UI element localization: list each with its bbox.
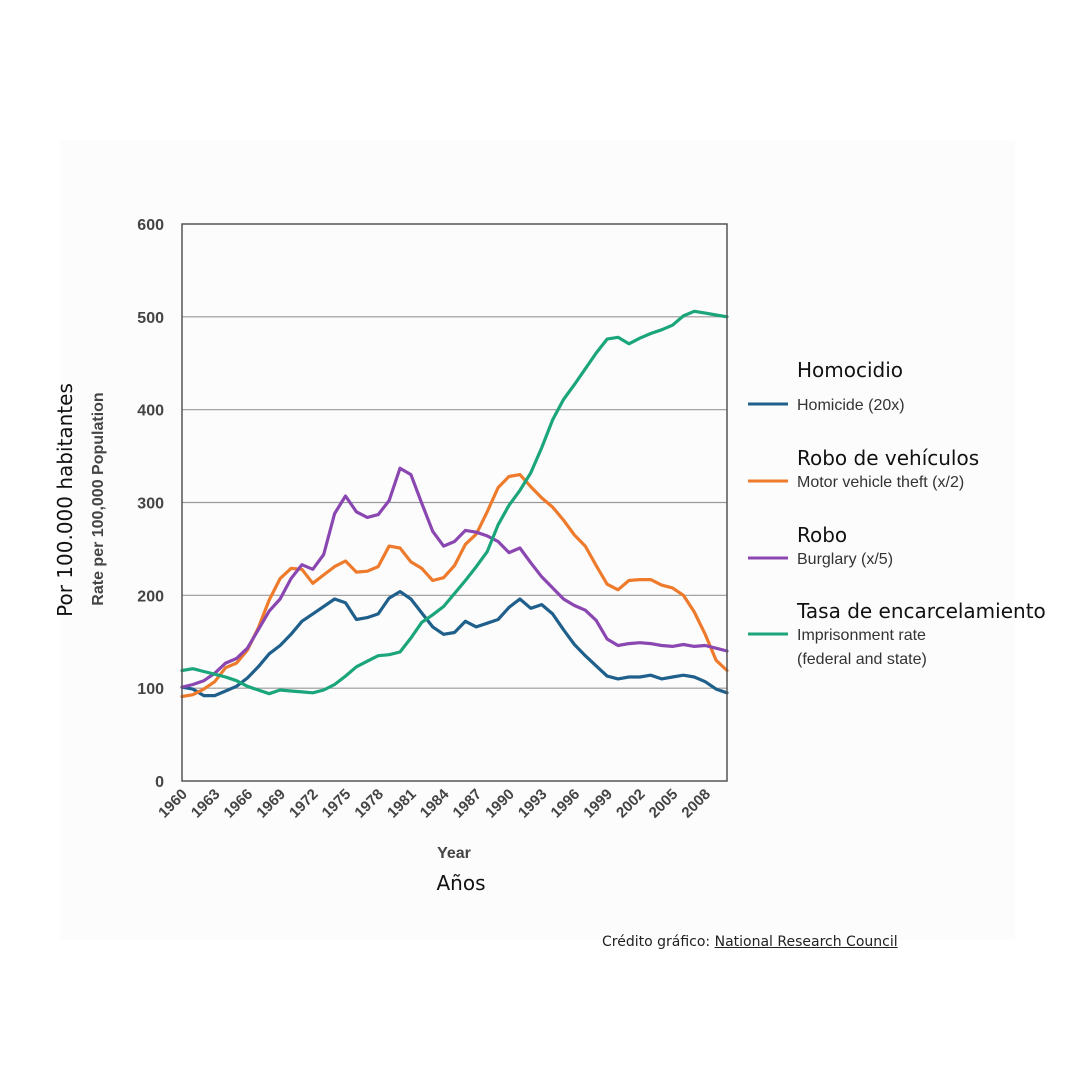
series-line: [180, 473, 729, 699]
x-tick-label: 1987: [450, 786, 486, 822]
credit-prefix: Crédito gráfico:: [602, 934, 715, 950]
x-tick-label: 1996: [548, 786, 584, 822]
legend-label-es: Homocidio: [797, 358, 903, 382]
x-tick-label: 1993: [515, 786, 551, 822]
y-axis-title: Rate per 100,000 Population: [90, 392, 107, 605]
legend-label-en: Imprisonment rate: [797, 627, 926, 644]
chart-panel: [60, 140, 1015, 940]
series-line: [180, 466, 729, 689]
legend-label-en: Motor vehicle theft (x/2): [797, 474, 964, 491]
x-tick-label: 1999: [580, 786, 616, 822]
y-tick-label: 500: [137, 310, 164, 327]
legend: Homocidio Homicide (20x) Robo de vehícul…: [748, 358, 1046, 668]
legend-item-burglary: Robo Burglary (x/5): [748, 523, 893, 568]
x-tick-label: 1966: [221, 786, 257, 822]
legend-item-motor-vehicle-theft: Robo de vehículos Motor vehicle theft (x…: [748, 446, 979, 491]
x-tick-label: 2002: [613, 786, 649, 822]
legend-label-es: Tasa de encarcelamiento: [796, 599, 1046, 623]
y-tick-label: 300: [137, 496, 164, 513]
x-tick-label: 1975: [319, 786, 355, 822]
y-tick-label: 200: [137, 588, 164, 605]
x-tick-label: 2008: [678, 786, 714, 822]
x-tick-label: 1969: [253, 786, 289, 822]
x-tick-label: 1978: [351, 786, 387, 822]
y-tick-label: 100: [137, 681, 164, 698]
legend-label-en-line2: (federal and state): [797, 651, 927, 668]
x-tick-label: 1972: [286, 786, 322, 822]
x-axis-ticks: 1960196319661969197219751978198119841987…: [155, 785, 714, 821]
x-axis-title: Year: [437, 845, 471, 862]
x-tick-label: 1963: [188, 786, 224, 822]
series-lines: [180, 309, 729, 699]
series-line: [180, 589, 729, 698]
x-tick-label: 1960: [155, 786, 191, 822]
legend-label-en: Homicide (20x): [797, 397, 905, 414]
series-line: [180, 309, 729, 696]
x-tick-label: 1981: [384, 786, 420, 822]
legend-label-es: Robo de vehículos: [797, 446, 979, 470]
x-tick-label: 1990: [482, 786, 518, 822]
y-axis-ticks: 0 100 200 300 400 500 600: [137, 217, 164, 791]
x-tick-label: 1984: [417, 785, 453, 821]
plot-frame: [181, 223, 728, 782]
legend-label-en: Burglary (x/5): [797, 551, 893, 568]
legend-item-homicide: Homocidio Homicide (20x): [748, 358, 905, 414]
x-tick-label: 2005: [646, 786, 682, 822]
legend-label-es: Robo: [797, 523, 847, 547]
x-axis-title-es: Años: [436, 871, 485, 895]
legend-item-imprisonment: Tasa de encarcelamiento Imprisonment rat…: [748, 599, 1046, 668]
y-axis-title-es: Por 100.000 habitantes: [53, 383, 77, 617]
credit-line: Crédito gráfico: National Research Counc…: [602, 934, 898, 950]
credit-link[interactable]: National Research Council: [714, 934, 898, 950]
y-tick-label: 400: [137, 403, 164, 420]
y-tick-label: 0: [155, 774, 164, 791]
y-tick-label: 600: [137, 217, 164, 234]
